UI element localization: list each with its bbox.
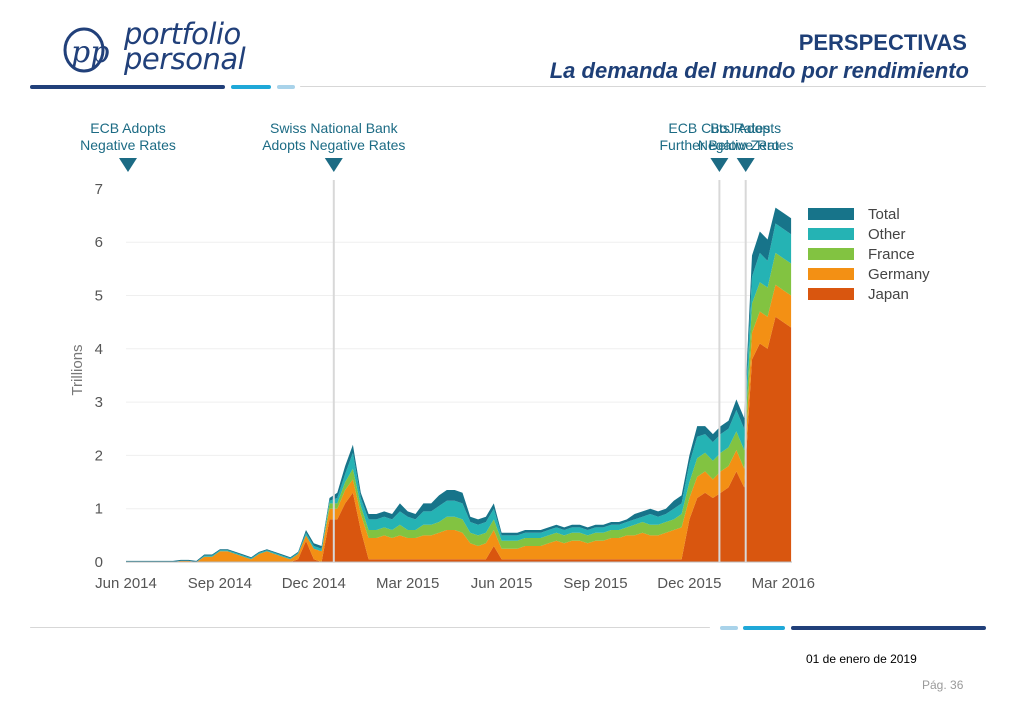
x-tick-label: Mar 2015 [376, 575, 439, 592]
event-marker-icon [710, 158, 729, 172]
y-tick-label: 5 [95, 288, 103, 305]
logo: pp portfolio personal [58, 20, 246, 82]
event-marker-icon [324, 158, 343, 172]
logo-mark-icon: pp [63, 27, 109, 73]
x-tick-label: Sep 2015 [563, 575, 627, 592]
legend-label-france: France [868, 246, 915, 263]
event-marker-icon [736, 158, 755, 172]
legend-swatch-japan [808, 288, 854, 300]
x-tick-label: Dec 2014 [282, 575, 346, 592]
area-japan [126, 316, 792, 562]
x-tick-label: Sep 2014 [188, 575, 252, 592]
event-marker-icon [119, 158, 137, 172]
event-label-line1: Swiss National Bank [270, 120, 399, 136]
header-rule-blue [231, 85, 271, 89]
legend-label-total: Total [868, 206, 900, 223]
header-rule-thin [300, 86, 986, 87]
page-subtitle: La demanda del mundo por rendimiento [549, 58, 969, 83]
event-label-line1: ECB Cuts Rates [668, 120, 770, 136]
header-rule-pale [277, 85, 295, 89]
y-tick-label: 7 [95, 181, 103, 198]
page-number: Pág. 36 [922, 678, 964, 692]
logo-text-personal: personal [124, 42, 246, 76]
y-tick-label: 3 [95, 394, 103, 411]
logo-text-portfolio: portfolio [124, 17, 241, 51]
svg-text:pp: pp [71, 35, 109, 70]
event-label-line2: Further Below Zero [659, 137, 779, 153]
event-label-line2: Negative Rates [698, 137, 794, 153]
footer-date: 01 de enero de 2019 [806, 652, 917, 666]
chart: 0 1 2 3 4 5 6 7 Trillions Jun 2014 Sep 2014 Dec 201… [69, 120, 930, 592]
event-label-line1: ECB Adopts [90, 120, 166, 136]
y-axis-label: Trillions [69, 344, 86, 395]
footer-rule-pale [720, 626, 738, 630]
legend-label-japan: Japan [868, 286, 909, 303]
legend-label-germany: Germany [868, 266, 930, 283]
legend-swatch-other [808, 228, 854, 240]
event-label-line2: Adopts Negative Rates [262, 137, 405, 153]
x-tick-label: Mar 2016 [752, 575, 815, 592]
event-label-line1: BoJ Adopts [710, 120, 781, 136]
y-tick-label: 2 [95, 447, 103, 464]
y-tick-label: 1 [95, 501, 103, 518]
header-rule-dark [30, 85, 225, 89]
footer-rule-thin [30, 627, 710, 628]
footer-rule-blue [743, 626, 785, 630]
footer-rule-dark [791, 626, 986, 630]
legend-label-other: Other [868, 226, 906, 243]
legend-swatch-total [808, 208, 854, 220]
y-tick-label: 4 [95, 341, 103, 358]
page-title: PERSPECTIVAS [798, 30, 967, 55]
y-tick-label: 6 [95, 234, 103, 251]
x-tick-label: Jun 2015 [471, 575, 533, 592]
x-tick-label: Jun 2014 [95, 575, 157, 592]
y-tick-label: 0 [95, 554, 103, 571]
legend-swatch-germany [808, 268, 854, 280]
legend-swatch-france [808, 248, 854, 260]
x-tick-label: Dec 2015 [657, 575, 721, 592]
event-label-line2: Negative Rates [80, 137, 176, 153]
